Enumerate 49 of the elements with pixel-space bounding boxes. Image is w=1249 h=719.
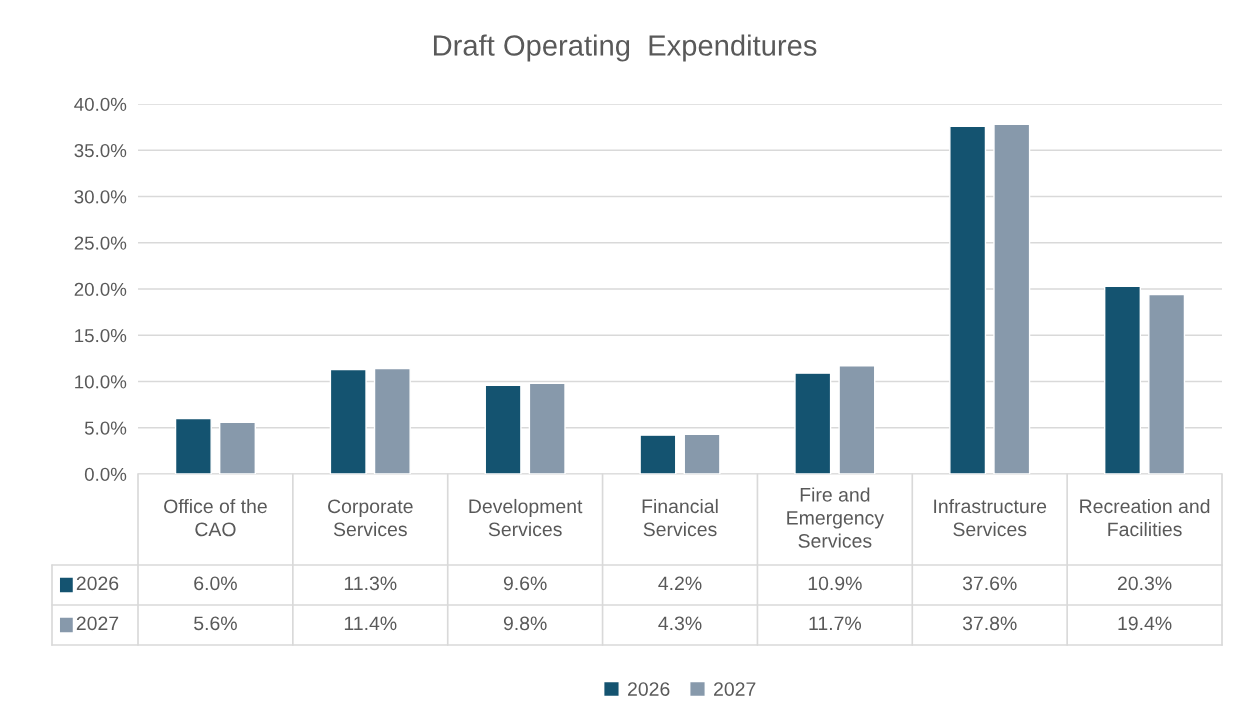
data-label: 20.3%: [1117, 576, 1172, 591]
data-label: 37.8%: [962, 616, 1017, 631]
data-label: 5.6%: [194, 616, 237, 631]
bar: [794, 372, 832, 474]
y-tick-label: 5.0%: [84, 421, 127, 435]
bar: [528, 382, 566, 474]
data-label: 11.4%: [344, 616, 397, 631]
bar: [218, 421, 256, 474]
bar: [639, 434, 677, 474]
data-label: 19.4%: [1118, 616, 1172, 631]
x-tick-label: Development Services: [469, 498, 583, 537]
bar: [484, 384, 522, 474]
x-tick-label: Office of the CAO: [164, 498, 267, 537]
bar: [174, 417, 212, 474]
x-tick-label: Fire and Emergency Services: [787, 487, 884, 548]
bar: [1104, 285, 1142, 474]
data-label: 6.0%: [194, 576, 237, 591]
y-tick-label: 10.0%: [75, 375, 127, 389]
chart-title: Draft Operating Expenditures: [433, 34, 817, 62]
bar: [373, 367, 411, 474]
y-tick-label: 20.0%: [74, 282, 127, 296]
y-tick-label: 0.0%: [84, 467, 127, 481]
x-tick-label: Recreation and Facilities: [1080, 498, 1210, 537]
data-label: 37.6%: [962, 576, 1017, 591]
y-tick-label: 40.0%: [74, 97, 127, 111]
data-label: 9.8%: [503, 616, 547, 631]
bar: [838, 365, 876, 474]
bar: [683, 433, 721, 474]
bar: [1148, 293, 1186, 474]
y-tick-label: 15.0%: [75, 328, 127, 343]
x-tick-label: Infrastructure Services: [934, 498, 1047, 537]
data-label: 4.3%: [658, 616, 702, 631]
y-tick-label: 35.0%: [74, 143, 127, 158]
bar: [329, 368, 367, 474]
x-tick-label: Corporate Services: [328, 499, 413, 537]
legend-label: 2027: [76, 616, 119, 631]
y-tick-label: 25.0%: [74, 236, 127, 250]
data-label: 9.6%: [503, 576, 547, 591]
x-tick-label: Financial Services: [642, 498, 718, 537]
y-tick-label: 30.0%: [74, 190, 127, 204]
text: 2026: [628, 682, 670, 696]
bar: [949, 125, 987, 474]
bar: [993, 123, 1031, 474]
data-label: 11.7%: [809, 616, 862, 631]
text: 2027: [714, 682, 756, 696]
legend-label: 2026: [76, 576, 119, 591]
data-label: 4.2%: [658, 576, 702, 591]
data-label: 11.3%: [344, 576, 397, 591]
data-label: 10.9%: [808, 576, 862, 591]
